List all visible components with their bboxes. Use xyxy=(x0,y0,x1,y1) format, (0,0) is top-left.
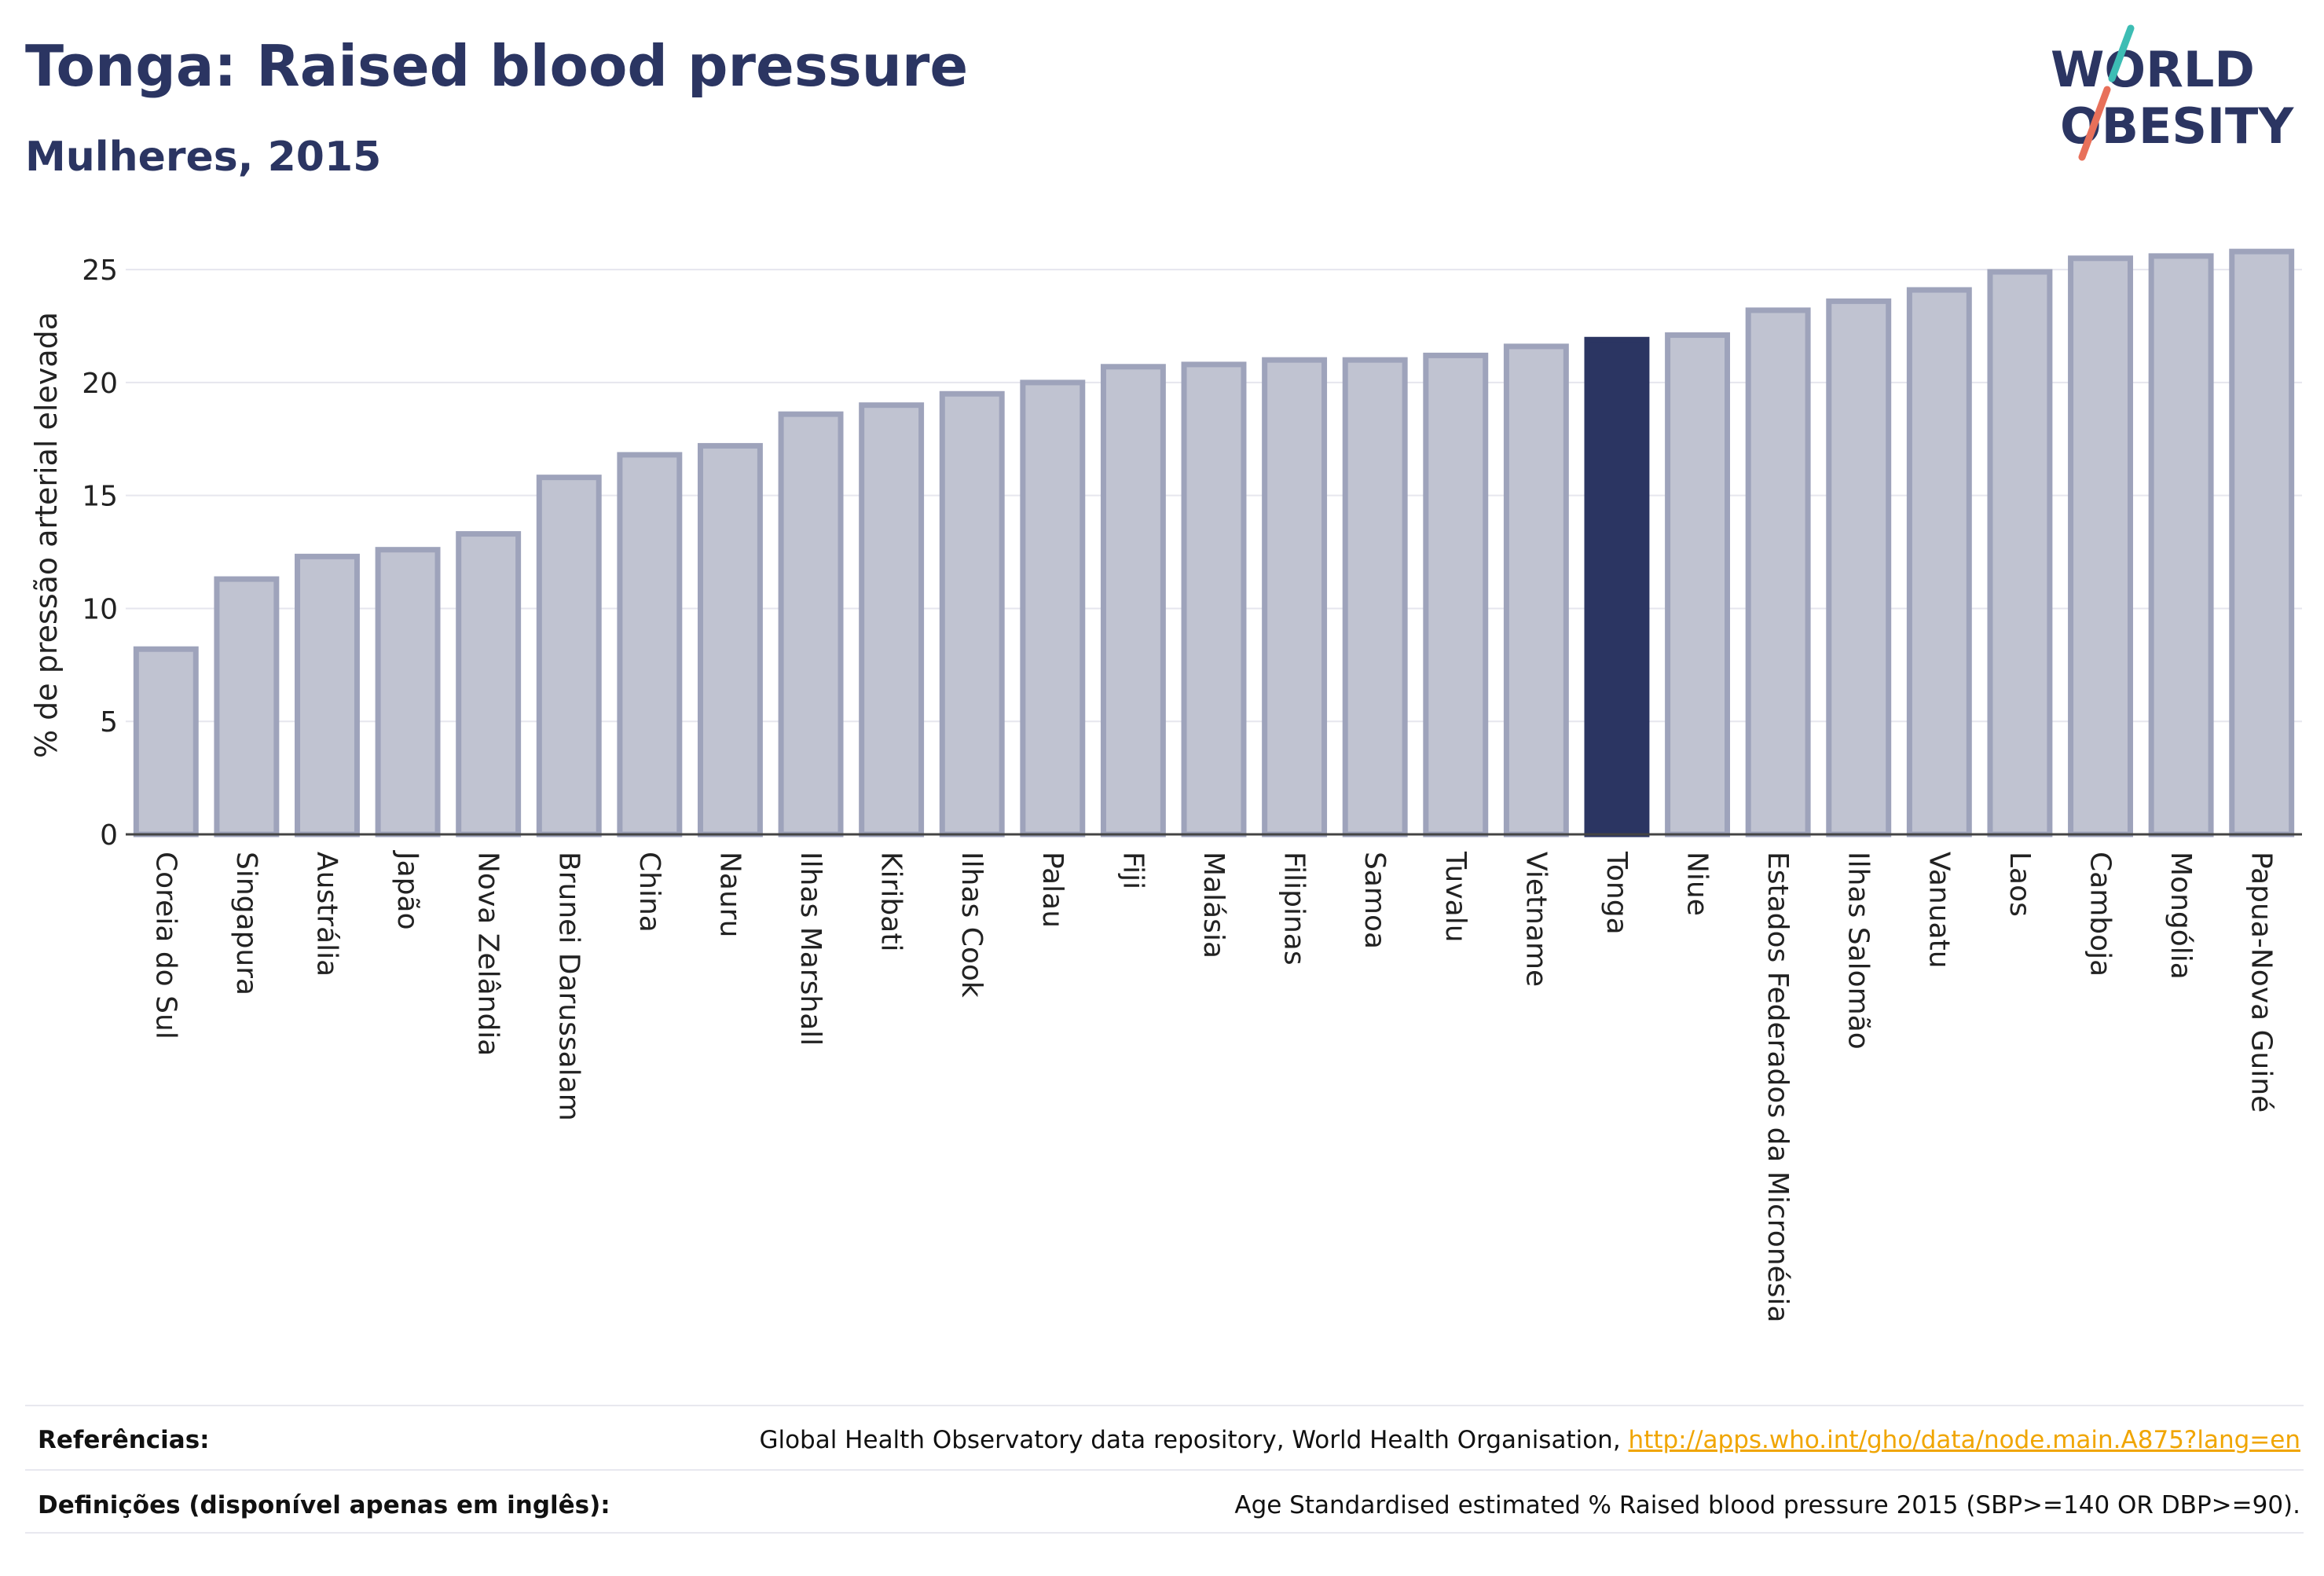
references-text: Global Health Observatory data repositor… xyxy=(759,1426,2300,1454)
x-tick-label: Estados Federados da Micronésia xyxy=(1761,852,1794,1323)
bar xyxy=(214,576,280,837)
bar xyxy=(1262,357,1328,837)
x-tick-label: Tuvalu xyxy=(1439,851,1472,943)
x-tick-label: Niue xyxy=(1681,852,1714,916)
definitions-text: Age Standardised estimated % Raised bloo… xyxy=(1234,1491,2300,1519)
bar xyxy=(2229,248,2295,837)
definitions-label: Definições (disponível apenas em inglês)… xyxy=(38,1491,610,1519)
x-tick-label: Malásia xyxy=(1197,852,1230,958)
references-source: Global Health Observatory data repositor… xyxy=(759,1426,1621,1454)
bar xyxy=(1423,352,1489,837)
x-tick-label: Nauru xyxy=(713,852,746,937)
bar xyxy=(1100,364,1166,837)
y-axis-label: % de pressão arterial elevada xyxy=(29,312,64,758)
x-tick-label: Palau xyxy=(1036,852,1069,928)
bar-chart: 0 5 10 15 20 25 Coreia do Sul Singapura Austrál… xyxy=(29,248,2302,1323)
x-tick-label: Papua-Nova Guiné xyxy=(2245,852,2278,1112)
world-obesity-logo: WORLD OBESITY xyxy=(2051,24,2294,161)
y-tick-label: 10 xyxy=(82,593,118,625)
bar xyxy=(2148,253,2214,837)
x-tick-labels: Coreia do Sul Singapura Austrália Japão Nova… xyxy=(149,850,2277,1323)
x-tick-label: Austrália xyxy=(310,852,343,977)
x-tick-label: Mongólia xyxy=(2165,852,2197,980)
logo-slash-coral xyxy=(2078,86,2111,161)
bar xyxy=(1826,298,1892,837)
logo-line1: WORLD xyxy=(2051,41,2255,98)
x-tick-label: Vietname xyxy=(1519,852,1552,987)
bar xyxy=(375,547,441,837)
bar xyxy=(1665,332,1731,837)
x-tick-label: Laos xyxy=(2003,852,2036,917)
bar xyxy=(697,442,763,837)
bar xyxy=(2068,255,2133,837)
x-tick-label: Camboja xyxy=(2084,852,2117,977)
x-tick-label: Ilhas Salomão xyxy=(1842,852,1875,1050)
footer-divider-bottom xyxy=(25,1532,2304,1534)
chart-subtitle: Mulheres, 2015 xyxy=(25,134,382,181)
y-tick-label: 5 xyxy=(100,706,118,739)
chart-title: Tonga: Raised blood pressure xyxy=(25,33,969,99)
references-label: Referências: xyxy=(38,1426,210,1454)
x-tick-label: Nova Zelândia xyxy=(472,852,504,1056)
bar xyxy=(617,452,683,837)
x-tick-label: Singapura xyxy=(230,852,262,995)
x-tick-label: Ilhas Cook xyxy=(955,852,988,998)
bar xyxy=(939,390,1005,837)
x-tick-label: Japão xyxy=(391,850,423,930)
bar-highlighted xyxy=(1584,336,1650,837)
y-tick-label: 15 xyxy=(82,481,118,513)
references-link[interactable]: http://apps.who.int/gho/data/node.main.A… xyxy=(1628,1426,2300,1454)
logo-slash-teal xyxy=(2108,24,2135,82)
bar xyxy=(778,411,844,837)
bar xyxy=(1906,287,1972,837)
x-tick-label: Vanuatu xyxy=(1923,852,1955,969)
y-tick-label: 25 xyxy=(82,255,118,287)
bar xyxy=(456,531,522,837)
bar xyxy=(1987,269,2053,837)
bar xyxy=(133,646,199,837)
bar xyxy=(1342,357,1408,837)
bar xyxy=(536,475,602,837)
bar xyxy=(1503,343,1569,837)
bar xyxy=(1745,307,1811,837)
bar xyxy=(1020,379,1086,837)
x-tick-label: Samoa xyxy=(1358,852,1391,949)
x-tick-label: Kiribati xyxy=(875,852,907,951)
bar xyxy=(859,402,925,837)
x-tick-label: Brunei Darussalam xyxy=(552,852,585,1121)
x-tick-label: Tonga xyxy=(1600,851,1633,935)
y-tick-labels: 0 5 10 15 20 25 xyxy=(82,255,118,852)
bars xyxy=(133,248,2295,837)
footer-divider-top xyxy=(25,1405,2304,1406)
x-tick-label: Filipinas xyxy=(1278,852,1310,966)
y-tick-label: 20 xyxy=(82,368,118,400)
x-tick-label: Coreia do Sul xyxy=(149,852,181,1039)
bar xyxy=(295,553,360,837)
x-tick-label: Fiji xyxy=(1116,852,1149,889)
x-tick-label: China xyxy=(633,852,665,933)
x-tick-label: Ilhas Marshall xyxy=(794,852,827,1046)
bar xyxy=(1181,361,1247,837)
footer-divider-middle xyxy=(25,1469,2304,1471)
y-tick-label: 0 xyxy=(100,819,118,852)
